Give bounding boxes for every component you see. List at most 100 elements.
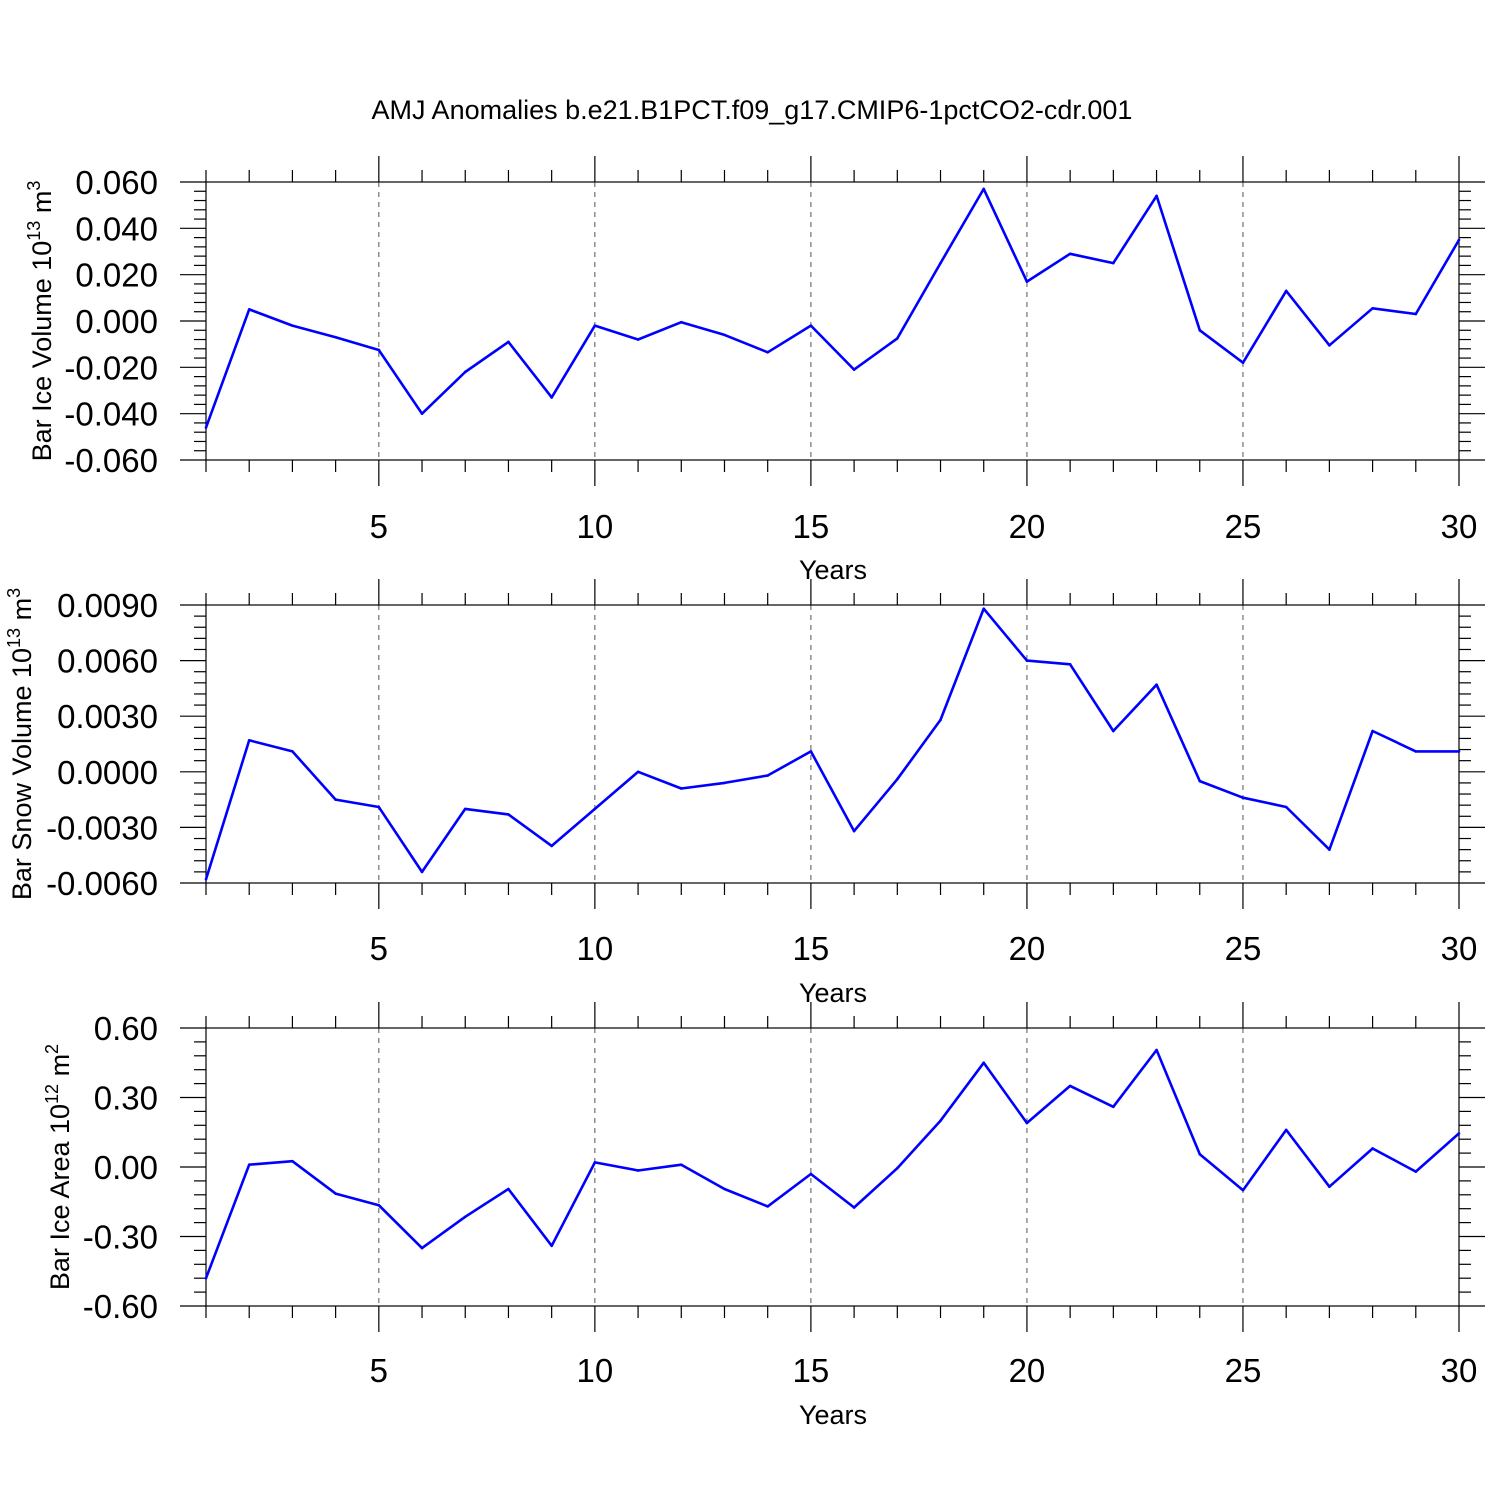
data-point xyxy=(1457,1132,1461,1135)
data-point xyxy=(291,750,294,753)
data-point xyxy=(636,770,640,774)
data-point xyxy=(939,261,942,265)
x-tick-label: 10 xyxy=(577,508,614,545)
y-tick-label: 0.0030 xyxy=(57,698,158,735)
data-point xyxy=(809,324,813,327)
data-point xyxy=(939,1119,942,1122)
data-point xyxy=(1025,280,1029,283)
data-point xyxy=(420,1246,424,1250)
x-axis-title: Years xyxy=(799,1400,867,1430)
y-tick-label: 0.0090 xyxy=(57,587,158,624)
data-point xyxy=(766,1205,769,1208)
data-point xyxy=(550,844,553,848)
plot-frame xyxy=(205,1027,1460,1307)
data-series-line xyxy=(204,607,1459,880)
data-point xyxy=(896,337,899,340)
x-tick-label: 15 xyxy=(793,1352,830,1389)
data-point xyxy=(1155,683,1158,686)
y-tick-label: 0.040 xyxy=(75,210,158,247)
data-point xyxy=(1414,750,1418,753)
y-tick-label: 0.0000 xyxy=(57,754,158,791)
data-point xyxy=(334,1192,337,1195)
data-point xyxy=(1198,779,1202,783)
data-point xyxy=(723,333,726,337)
x-axis-title: Years xyxy=(799,555,867,585)
x-tick-label: 25 xyxy=(1225,1352,1262,1389)
x-tick-label: 30 xyxy=(1441,1352,1478,1389)
data-point xyxy=(377,1203,381,1207)
y-axis-title: Bar Ice Volume 1013 m3 xyxy=(24,181,57,462)
data-point xyxy=(463,370,467,374)
data-point xyxy=(463,1215,467,1219)
y-tick-label: 0.30 xyxy=(94,1080,158,1117)
data-point xyxy=(593,1161,597,1164)
data-point xyxy=(1155,1048,1158,1052)
y-tick-label: -0.0030 xyxy=(46,809,158,846)
data-point xyxy=(679,320,683,324)
data-point xyxy=(1241,796,1245,800)
y-axis-title-unit: m xyxy=(27,191,57,221)
y-tick-label: 0.00 xyxy=(94,1149,158,1186)
x-tick-label: 20 xyxy=(1009,508,1046,545)
data-point xyxy=(1068,252,1072,256)
data-point xyxy=(420,412,424,415)
y-tick-label: -0.060 xyxy=(64,442,158,479)
data-point xyxy=(204,1276,208,1280)
data-point xyxy=(636,1169,640,1172)
data-point xyxy=(1112,729,1115,733)
data-point xyxy=(982,1061,986,1065)
data-point xyxy=(377,348,381,352)
data-point xyxy=(1328,848,1331,851)
data-point xyxy=(1112,1105,1115,1109)
data-point xyxy=(1371,729,1374,733)
data-point xyxy=(1371,306,1374,310)
data-point xyxy=(982,607,986,611)
data-point xyxy=(463,807,467,811)
y-tick-label: 0.0060 xyxy=(57,643,158,680)
data-point xyxy=(1457,750,1461,753)
chart-panel-1: -0.060 -0.040 -0.020 0.000 0.020 0.040 0.060 5 1… xyxy=(24,156,1485,585)
data-series-line xyxy=(204,187,1461,429)
data-point xyxy=(1198,328,1202,332)
y-tick-label: -0.020 xyxy=(64,349,158,386)
y-tick-label: 0.060 xyxy=(75,164,158,201)
y-axis-title-base: Bar Ice Area 10 xyxy=(45,1104,75,1290)
x-axis-title: Years xyxy=(799,978,867,1008)
y-axis-title-unit-exponent: 3 xyxy=(4,588,24,598)
data-point xyxy=(247,738,251,742)
data-point xyxy=(1414,312,1418,316)
x-tick-label: 20 xyxy=(1009,930,1046,967)
y-axis-title: Bar Snow Volume 1013 m3 xyxy=(4,588,37,900)
data-point xyxy=(723,1187,726,1191)
data-point xyxy=(1328,1185,1331,1188)
data-point xyxy=(766,774,769,777)
y-axis-title-unit: m xyxy=(45,1054,75,1084)
x-tick-label: 5 xyxy=(370,1352,388,1389)
y-tick-label: 0.000 xyxy=(75,303,158,340)
data-point xyxy=(204,877,208,881)
data-point xyxy=(1284,805,1288,809)
y-axis-title-base: Bar Snow Volume 10 xyxy=(7,648,37,900)
data-point xyxy=(550,396,553,399)
data-point xyxy=(852,829,856,833)
data-point xyxy=(1457,238,1461,242)
data-point xyxy=(291,1159,294,1163)
data-point xyxy=(550,1244,553,1248)
x-tick-label: 25 xyxy=(1225,508,1262,545)
x-tick-label: 10 xyxy=(577,930,614,967)
data-point xyxy=(247,308,251,311)
data-point xyxy=(896,1166,899,1170)
y-tick-label: -0.30 xyxy=(83,1219,158,1256)
data-point xyxy=(1241,361,1245,365)
x-tick-label: 30 xyxy=(1441,930,1478,967)
y-tick-label: -0.040 xyxy=(64,396,158,433)
data-point xyxy=(1241,1188,1245,1192)
plot-frame xyxy=(205,181,1460,461)
y-tick-label: -0.60 xyxy=(83,1288,158,1325)
y-axis-title-base: Bar Ice Volume 10 xyxy=(27,241,57,462)
data-point xyxy=(334,798,337,801)
data-point xyxy=(1025,1121,1029,1125)
y-axis-title-exponent: 12 xyxy=(42,1084,62,1104)
x-tick-label: 15 xyxy=(793,508,830,545)
